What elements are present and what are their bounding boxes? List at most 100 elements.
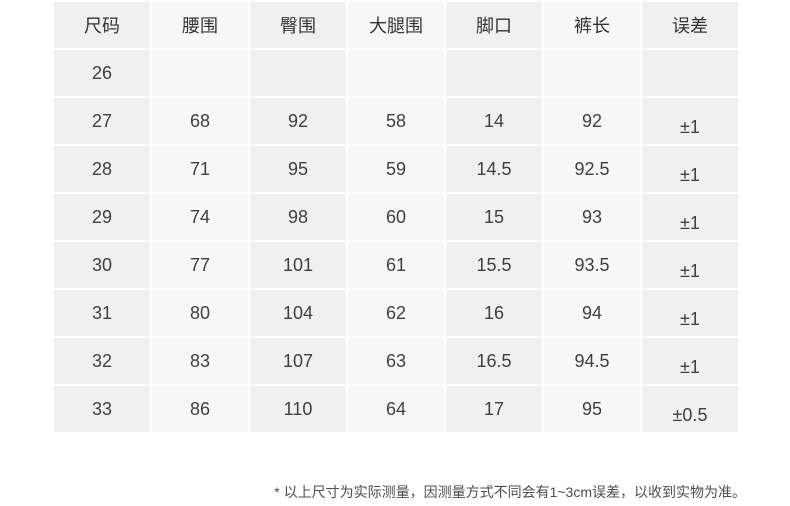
table-cell: 29 (54, 194, 150, 240)
table-cell (152, 50, 248, 96)
size-chart-table: 尺码 腰围 臀围 大腿围 脚口 裤长 误差 26 27 68 92 58 14 92 ±1 28… (52, 0, 740, 434)
cell-value: 61 (385, 254, 407, 275)
cell-value: 94 (581, 302, 603, 323)
table-cell: 95 (250, 146, 346, 192)
cell-value: 14.5 (476, 158, 512, 179)
cell-value: 30 (91, 254, 113, 275)
cell-value: 64 (385, 398, 407, 419)
table-cell: 61 (348, 242, 444, 288)
table-cell (348, 50, 444, 96)
table-cell: 101 (250, 242, 346, 288)
cell-value: 59 (385, 158, 407, 179)
table-cell: 92.5 (544, 146, 640, 192)
table-cell (250, 50, 346, 96)
cell-value: 14 (483, 110, 505, 131)
table-row: 32 83 107 63 16.5 94.5 ±1 (54, 338, 738, 384)
table-cell: 93.5 (544, 242, 640, 288)
table-cell: 77 (152, 242, 248, 288)
table-cell: ±0.5 (642, 386, 738, 432)
cell-value: 92 (287, 110, 309, 131)
cell-value: 93.5 (574, 254, 610, 275)
cell-value: 68 (189, 110, 211, 131)
table-cell: 26 (54, 50, 150, 96)
table-cell: ±1 (642, 338, 738, 384)
table-cell: 107 (250, 338, 346, 384)
table-cell: 31 (54, 290, 150, 336)
table-cell: 71 (152, 146, 248, 192)
cell-value: 33 (91, 398, 113, 419)
cell-value: 71 (189, 158, 211, 179)
table-row: 26 (54, 50, 738, 96)
column-header-leg-opening: 脚口 (446, 2, 542, 48)
table-cell: ±1 (642, 290, 738, 336)
column-header-thigh: 大腿围 (348, 2, 444, 48)
cell-value: 62 (385, 302, 407, 323)
cell-value: ±1 (680, 212, 700, 233)
table-cell: 98 (250, 194, 346, 240)
table-row: 29 74 98 60 15 93 ±1 (54, 194, 738, 240)
cell-value: 16 (483, 302, 505, 323)
table-cell (446, 50, 542, 96)
cell-value: 104 (282, 302, 314, 323)
table-cell: 63 (348, 338, 444, 384)
table-cell (642, 50, 738, 96)
cell-value: 95 (287, 158, 309, 179)
cell-value: 15.5 (476, 254, 512, 275)
table-row: 27 68 92 58 14 92 ±1 (54, 98, 738, 144)
cell-value: 101 (282, 254, 314, 275)
table-row: 31 80 104 62 16 94 ±1 (54, 290, 738, 336)
table-cell: 27 (54, 98, 150, 144)
table-cell: 28 (54, 146, 150, 192)
size-chart-header: 尺码 腰围 臀围 大腿围 脚口 裤长 误差 (54, 2, 738, 48)
table-cell: 16 (446, 290, 542, 336)
cell-value: 29 (91, 206, 113, 227)
table-cell: 14 (446, 98, 542, 144)
cell-value: 94.5 (574, 350, 610, 371)
table-cell: 60 (348, 194, 444, 240)
column-header-size: 尺码 (54, 2, 150, 48)
cell-value: 77 (189, 254, 211, 275)
table-cell: 94.5 (544, 338, 640, 384)
table-cell: 59 (348, 146, 444, 192)
column-header-tolerance: 误差 (642, 2, 738, 48)
cell-value: ±0.5 (672, 404, 708, 425)
table-cell: 14.5 (446, 146, 542, 192)
cell-value: 86 (189, 398, 211, 419)
table-cell: 68 (152, 98, 248, 144)
measurement-footnote: * 以上尺寸为实际测量，因测量方式不同会有1~3cm误差，以收到实物为准。 (274, 484, 746, 500)
size-chart-body: 26 27 68 92 58 14 92 ±1 28 71 95 59 14.5 92.5 ±1 29 74 98… (54, 50, 738, 432)
cell-value: 27 (91, 110, 113, 131)
table-cell: 15.5 (446, 242, 542, 288)
cell-value: 80 (189, 302, 211, 323)
table-cell: 83 (152, 338, 248, 384)
table-cell: 95 (544, 386, 640, 432)
table-cell: ±1 (642, 146, 738, 192)
table-cell: ±1 (642, 98, 738, 144)
table-cell: 86 (152, 386, 248, 432)
cell-value: 16.5 (476, 350, 512, 371)
table-cell (544, 50, 640, 96)
cell-value: 98 (287, 206, 309, 227)
cell-value: ±1 (680, 164, 700, 185)
cell-value: 110 (283, 398, 313, 419)
cell-value: 28 (91, 158, 113, 179)
cell-value: 74 (189, 206, 211, 227)
cell-value: 26 (91, 62, 113, 83)
table-cell: 104 (250, 290, 346, 336)
table-cell: 30 (54, 242, 150, 288)
cell-value: ±1 (680, 356, 700, 377)
cell-value: 31 (91, 302, 113, 323)
table-cell: 17 (446, 386, 542, 432)
table-cell: 92 (544, 98, 640, 144)
cell-value: 107 (282, 350, 314, 371)
cell-value: ±1 (680, 116, 700, 137)
table-cell: 62 (348, 290, 444, 336)
cell-value: 32 (91, 350, 113, 371)
table-cell: 64 (348, 386, 444, 432)
cell-value: ±1 (680, 308, 700, 329)
table-row: 28 71 95 59 14.5 92.5 ±1 (54, 146, 738, 192)
table-row: 30 77 101 61 15.5 93.5 ±1 (54, 242, 738, 288)
cell-value: 92 (581, 110, 603, 131)
cell-value: 17 (483, 398, 505, 419)
table-cell: 110 (250, 386, 346, 432)
